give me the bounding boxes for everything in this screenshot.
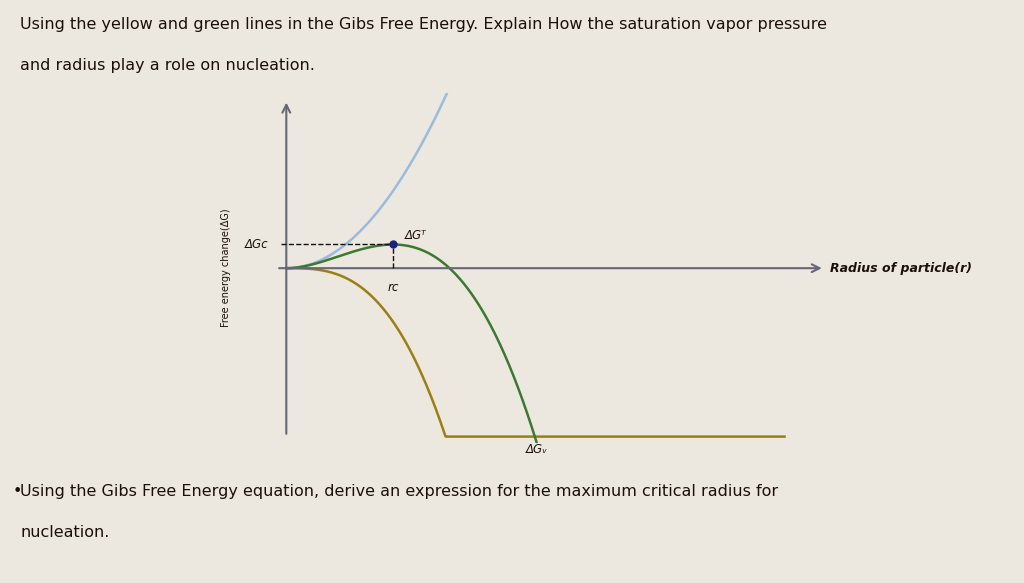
Text: •: • <box>12 484 22 499</box>
Text: rᴄ: rᴄ <box>387 281 398 294</box>
Text: Using the Gibs Free Energy equation, derive an expression for the maximum critic: Using the Gibs Free Energy equation, der… <box>20 484 778 499</box>
Text: Radius of particle(r): Radius of particle(r) <box>829 262 972 275</box>
Text: Free energy change(ΔG): Free energy change(ΔG) <box>221 209 231 328</box>
Text: ΔGᴄ: ΔGᴄ <box>245 238 268 251</box>
Text: Using the yellow and green lines in the Gibs Free Energy. Explain How the satura: Using the yellow and green lines in the … <box>20 17 827 33</box>
Text: ΔGᵀ: ΔGᵀ <box>404 229 426 242</box>
Text: ΔGᵥ: ΔGᵥ <box>525 443 548 456</box>
Text: nucleation.: nucleation. <box>20 525 110 540</box>
Text: and radius play a role on nucleation.: and radius play a role on nucleation. <box>20 58 315 73</box>
